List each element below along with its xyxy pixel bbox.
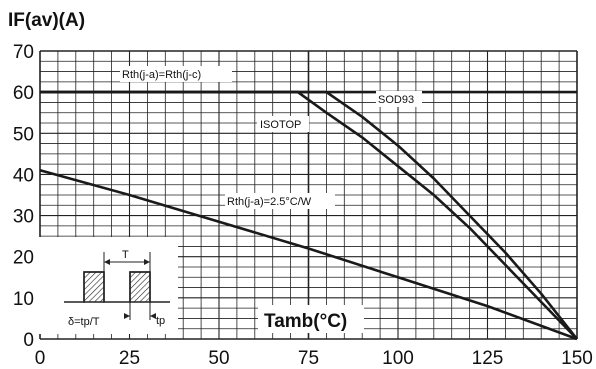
- x-tick-label: 0: [35, 348, 46, 369]
- y-tick-label: 70: [13, 42, 34, 63]
- label-bg-isotop: [257, 116, 309, 132]
- pulse-baseline: [64, 271, 170, 303]
- pulse-1: [83, 271, 105, 303]
- label-rth-25: Rth(j-a)=2.5°C/W: [227, 196, 312, 208]
- y-tick-label: 30: [13, 207, 34, 228]
- ylabel-bg: [4, 4, 136, 34]
- series-line: [40, 90, 578, 340]
- x-axis-title: Tamb(°C): [264, 311, 347, 332]
- tp-arrow-head-left: [124, 313, 130, 319]
- x-tick-label: 125: [472, 348, 504, 369]
- x-tick-label: 50: [208, 348, 229, 369]
- y-axis-title: IF(av)(A): [8, 10, 85, 31]
- inset-label-delta: δ=tp/T: [68, 316, 100, 328]
- label-bg-sod93: [376, 91, 422, 107]
- pulse-inset: T δ=tp/T tp: [38, 237, 178, 334]
- series-lines: [39, 90, 579, 341]
- label-sod93: SOD93: [378, 94, 414, 106]
- period-arrow-head-left: [104, 259, 110, 265]
- label-bg-rth-equal: [120, 66, 232, 82]
- inset-label-tp: tp: [156, 315, 165, 327]
- y-tick-label: 10: [13, 289, 34, 310]
- label-rth-equal: Rth(j-a)=Rth(j-c): [122, 69, 201, 81]
- label-isotop: ISOTOP: [260, 119, 301, 131]
- tp-arrow-head-right: [150, 313, 156, 319]
- x-tick-label: 150: [561, 348, 593, 369]
- series-line: [39, 169, 578, 341]
- period-arrow-head-right: [144, 259, 150, 265]
- y-tick-label: 60: [13, 83, 34, 104]
- y-tick-label: 0: [23, 330, 34, 351]
- y-tick-label: 20: [13, 248, 34, 269]
- series-line: [40, 90, 579, 340]
- xlabel-bg: [258, 305, 364, 333]
- y-tick-label: 50: [13, 124, 34, 145]
- tick-labels: 0 25 50 75 100 125 150 0 10 20 30 40 50 60 70: [13, 42, 593, 369]
- label-bg-rth-25: [225, 193, 335, 209]
- x-tick-label: 25: [119, 348, 140, 369]
- x-tick-label: 75: [298, 348, 319, 369]
- x-tick-label: 100: [382, 348, 414, 369]
- y-tick-label: 40: [13, 165, 34, 186]
- inset-label-T: T: [122, 249, 129, 261]
- pulse-2: [129, 271, 151, 303]
